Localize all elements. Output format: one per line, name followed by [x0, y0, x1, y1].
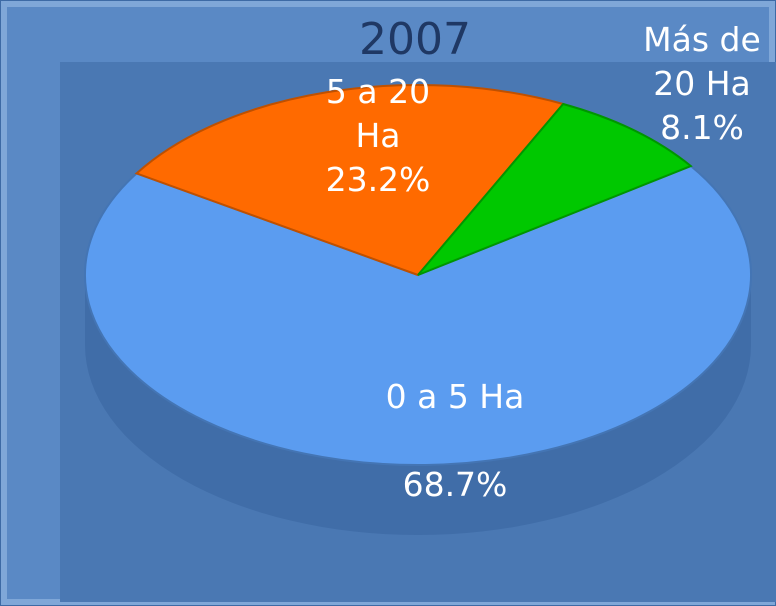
pie-slice	[84, 164, 752, 466]
slice-value-label: 8.1%	[660, 108, 744, 147]
pie-slice	[417, 102, 693, 276]
slice-label: 0 a 5 Ha	[385, 377, 525, 416]
slice-label: Más de 20 Ha	[643, 20, 761, 103]
pie-slice	[134, 84, 565, 277]
chart-title: 2007	[359, 14, 471, 65]
slice-value-label: 23.2%	[325, 160, 431, 199]
slice-value-label: 68.7%	[402, 465, 508, 504]
slice-label: 5 a 20 Ha	[325, 72, 431, 155]
pie-side	[85, 275, 751, 535]
